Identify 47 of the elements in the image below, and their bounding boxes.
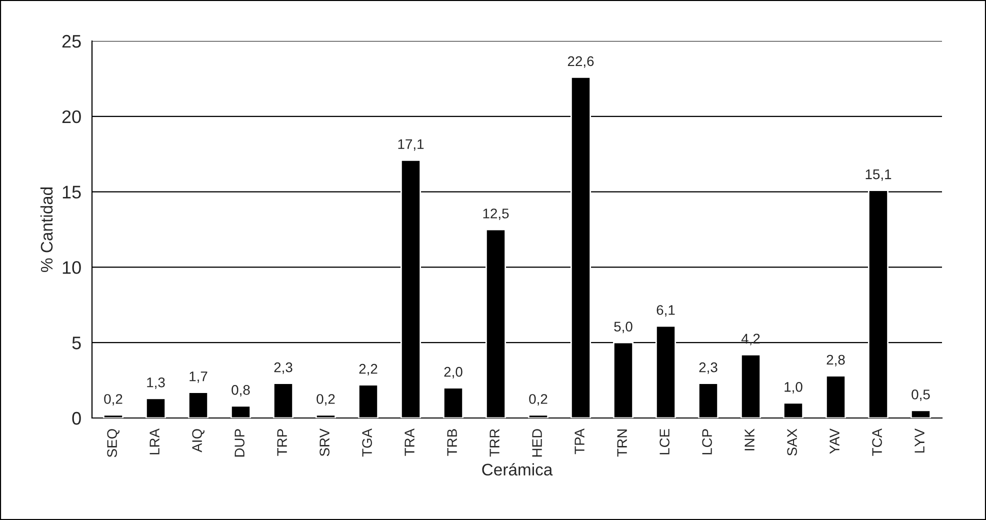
data-label: 17,1: [398, 139, 424, 151]
y-tick-label: 25: [62, 34, 81, 48]
x-tick-label: SRV: [320, 428, 330, 456]
x-tick-label: DUP: [234, 429, 244, 457]
x-axis-title: Cerámica: [482, 463, 553, 476]
y-tick-label: 15: [62, 186, 81, 199]
data-label: 0,2: [529, 394, 548, 406]
y-tick-label: 20: [62, 110, 81, 124]
data-label: 6,1: [656, 305, 675, 317]
y-axis-title: % Cantidad: [40, 187, 53, 272]
x-tick-label: HED: [532, 429, 542, 457]
x-tick-label: AIQ: [192, 429, 204, 452]
x-tick-label: TRB: [447, 429, 457, 456]
data-label: 0,2: [316, 394, 335, 406]
data-label: 0,5: [912, 390, 930, 402]
data-label: 2,3: [699, 362, 718, 374]
data-label: 0,2: [104, 394, 122, 406]
data-label: 22,6: [568, 56, 594, 68]
x-tick-label: SAX: [787, 428, 797, 456]
y-tick-label: 5: [72, 336, 81, 350]
x-tick-label: TPA: [574, 428, 584, 454]
data-label: 1,7: [190, 372, 208, 383]
data-label: 2,0: [444, 366, 462, 378]
data-label: 1,0: [784, 382, 802, 394]
x-tick-label: INK: [744, 428, 754, 450]
data-label: 15,1: [866, 170, 892, 181]
x-tick-label: TRR: [490, 429, 500, 457]
y-tick-label: 10: [62, 261, 81, 274]
x-tick-label: TRA: [404, 428, 414, 456]
data-label: 2,8: [826, 354, 845, 366]
x-tick-label: TRN: [617, 430, 627, 457]
data-label: 1,3: [147, 377, 165, 389]
data-label: 12,5: [483, 208, 509, 220]
x-tick-label: SEQ: [107, 429, 120, 458]
x-tick-label: YAV: [830, 428, 840, 454]
data-label: 0,8: [232, 385, 250, 396]
data-label: 2,3: [274, 362, 292, 374]
x-tick-label: TCA: [872, 428, 882, 456]
x-tick-label: LCP: [702, 429, 712, 454]
x-tick-label: LYV: [914, 428, 924, 453]
y-tick-label: 0: [72, 412, 81, 425]
x-tick-label: TRP: [277, 429, 287, 456]
data-label: 2,2: [359, 364, 378, 376]
x-tick-label: LCE: [660, 429, 670, 454]
x-tick-label: LRA: [150, 428, 160, 454]
x-tick-label: TGA: [362, 428, 372, 457]
data-label: 5,0: [614, 322, 632, 334]
